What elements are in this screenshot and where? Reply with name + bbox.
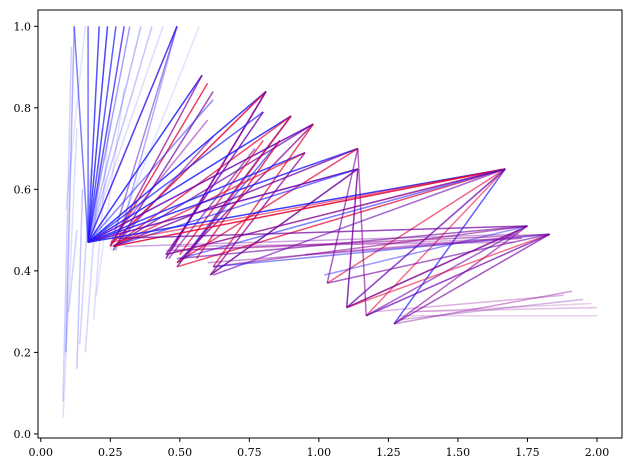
- series-line-31: [120, 135, 214, 239]
- series-line-26: [109, 74, 203, 247]
- x-tick-label: 0.25: [98, 446, 123, 459]
- series-line-13: [62, 46, 73, 402]
- series-line-96: [357, 148, 367, 316]
- x-tick-label: 0.50: [168, 446, 193, 459]
- series-line-61: [110, 168, 506, 244]
- series-line-14: [62, 128, 78, 418]
- series-line-53: [87, 147, 359, 244]
- series-line-95: [345, 168, 359, 308]
- series-line-44: [87, 111, 264, 243]
- series-line-68: [365, 168, 506, 317]
- series-line-16: [78, 168, 92, 345]
- series-line-84: [346, 229, 520, 309]
- series-line-91: [399, 298, 584, 321]
- series-line-49: [195, 139, 281, 260]
- series-line-23: [109, 26, 178, 247]
- series-line-50: [87, 152, 306, 243]
- series-line-10: [87, 26, 178, 243]
- series-line-83: [393, 233, 551, 325]
- series-line-4: [87, 26, 117, 243]
- series-line-22: [87, 26, 178, 243]
- series-line-63: [176, 168, 506, 268]
- y-tick-label: 0.4: [14, 265, 32, 278]
- series-line-94: [416, 302, 592, 313]
- series-line-82: [365, 233, 551, 317]
- series-line-92: [410, 306, 598, 313]
- x-tick-label: 2.00: [585, 446, 610, 459]
- series-line-15: [76, 189, 84, 369]
- series-line-7: [87, 26, 142, 243]
- series-line-81: [346, 233, 550, 309]
- y-tick-label: 1.0: [14, 20, 32, 33]
- series-line-40: [87, 123, 314, 243]
- series-line-36: [87, 115, 292, 243]
- series-line-60: [112, 168, 506, 248]
- series-line-88: [165, 237, 522, 252]
- series-line-11: [109, 26, 200, 251]
- series-line-19: [95, 87, 125, 296]
- series-line-8: [87, 26, 153, 243]
- series-line-69: [393, 168, 506, 325]
- series-line-66: [326, 168, 506, 284]
- y-tick-label: 0.6: [14, 183, 32, 196]
- series-line-70: [118, 225, 528, 240]
- series-line-89: [393, 290, 573, 325]
- series-line-65: [212, 168, 506, 276]
- y-tick-label: 0.8: [14, 102, 32, 115]
- x-axis: 0.00 0.25 0.50 0.75 1.00 1.25 1.50 1.75 2.00: [29, 438, 610, 459]
- series-line-20: [65, 26, 87, 210]
- series-line-56: [87, 168, 358, 244]
- series-line-32: [87, 90, 267, 243]
- series-line-72: [213, 225, 528, 268]
- plot-frame: [37, 9, 623, 439]
- series-line-58: [209, 168, 359, 276]
- series-line-76: [393, 225, 528, 325]
- series-line-29: [87, 99, 214, 243]
- series-line-87: [124, 233, 520, 248]
- series-line-73: [324, 225, 528, 276]
- y-tick-label: 0.2: [14, 346, 32, 359]
- series-line-21: [67, 230, 78, 312]
- series-line-48: [179, 139, 281, 264]
- series-line-45: [165, 111, 264, 256]
- series-layer: [62, 26, 598, 418]
- series-line-12: [65, 26, 75, 353]
- series-line-37: [112, 115, 292, 248]
- series-line-6: [87, 26, 131, 243]
- x-tick-label: 1.75: [515, 446, 540, 459]
- series-line-9: [87, 26, 164, 243]
- series-line-97: [326, 148, 359, 284]
- x-tick-label: 1.25: [376, 446, 401, 459]
- series-line-18: [92, 107, 112, 320]
- x-tick-label: 1.50: [446, 446, 471, 459]
- series-line-5: [87, 26, 125, 243]
- series-line-3: [87, 26, 109, 243]
- series-line-90: [374, 294, 564, 313]
- y-axis: 0.0 0.2 0.4 0.6 0.8 1.0: [14, 20, 38, 441]
- series-line-25: [87, 74, 203, 243]
- x-tick-label: 0.75: [237, 446, 262, 459]
- x-tick-label: 1.00: [307, 446, 332, 459]
- series-line-2: [87, 26, 100, 243]
- series-line-86: [174, 241, 514, 248]
- series-line-47: [168, 148, 256, 260]
- series-line-79: [304, 233, 550, 256]
- series-line-0: [73, 26, 89, 243]
- series-line-85: [207, 237, 522, 264]
- series-line-67: [346, 168, 506, 309]
- series-line-62: [165, 168, 506, 256]
- series-line-78: [213, 233, 550, 268]
- x-tick-label: 0.00: [29, 446, 54, 459]
- y-tick-label: 0.0: [14, 428, 32, 441]
